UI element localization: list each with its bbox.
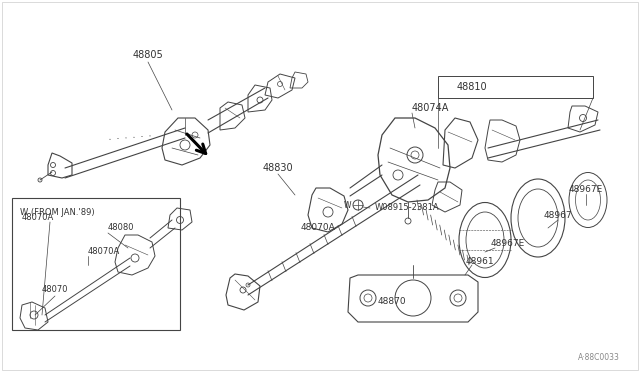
Text: 48074A: 48074A	[412, 103, 449, 113]
Text: 48070A: 48070A	[22, 214, 54, 222]
Text: 48070A: 48070A	[301, 224, 335, 232]
Text: 48070A: 48070A	[88, 247, 120, 257]
Text: W: W	[344, 201, 352, 209]
Text: 48967E: 48967E	[569, 186, 603, 195]
Bar	[12, 198, 180, 330]
Bar	[438, 76, 593, 98]
Text: 48961: 48961	[466, 257, 494, 266]
Text: 48805: 48805	[132, 50, 163, 60]
Text: 48870: 48870	[378, 298, 406, 307]
Text: 48967E: 48967E	[491, 240, 525, 248]
Text: A·88C0033: A·88C0033	[578, 353, 620, 362]
Text: 48830: 48830	[262, 163, 293, 173]
Text: 48080: 48080	[108, 224, 134, 232]
Text: 48967: 48967	[544, 211, 572, 219]
Text: 48070: 48070	[42, 285, 68, 295]
Text: W08915-2381A: W08915-2381A	[375, 203, 440, 212]
Text: 48810: 48810	[457, 82, 487, 92]
Text: W (FROM JAN.'89): W (FROM JAN.'89)	[20, 208, 95, 217]
